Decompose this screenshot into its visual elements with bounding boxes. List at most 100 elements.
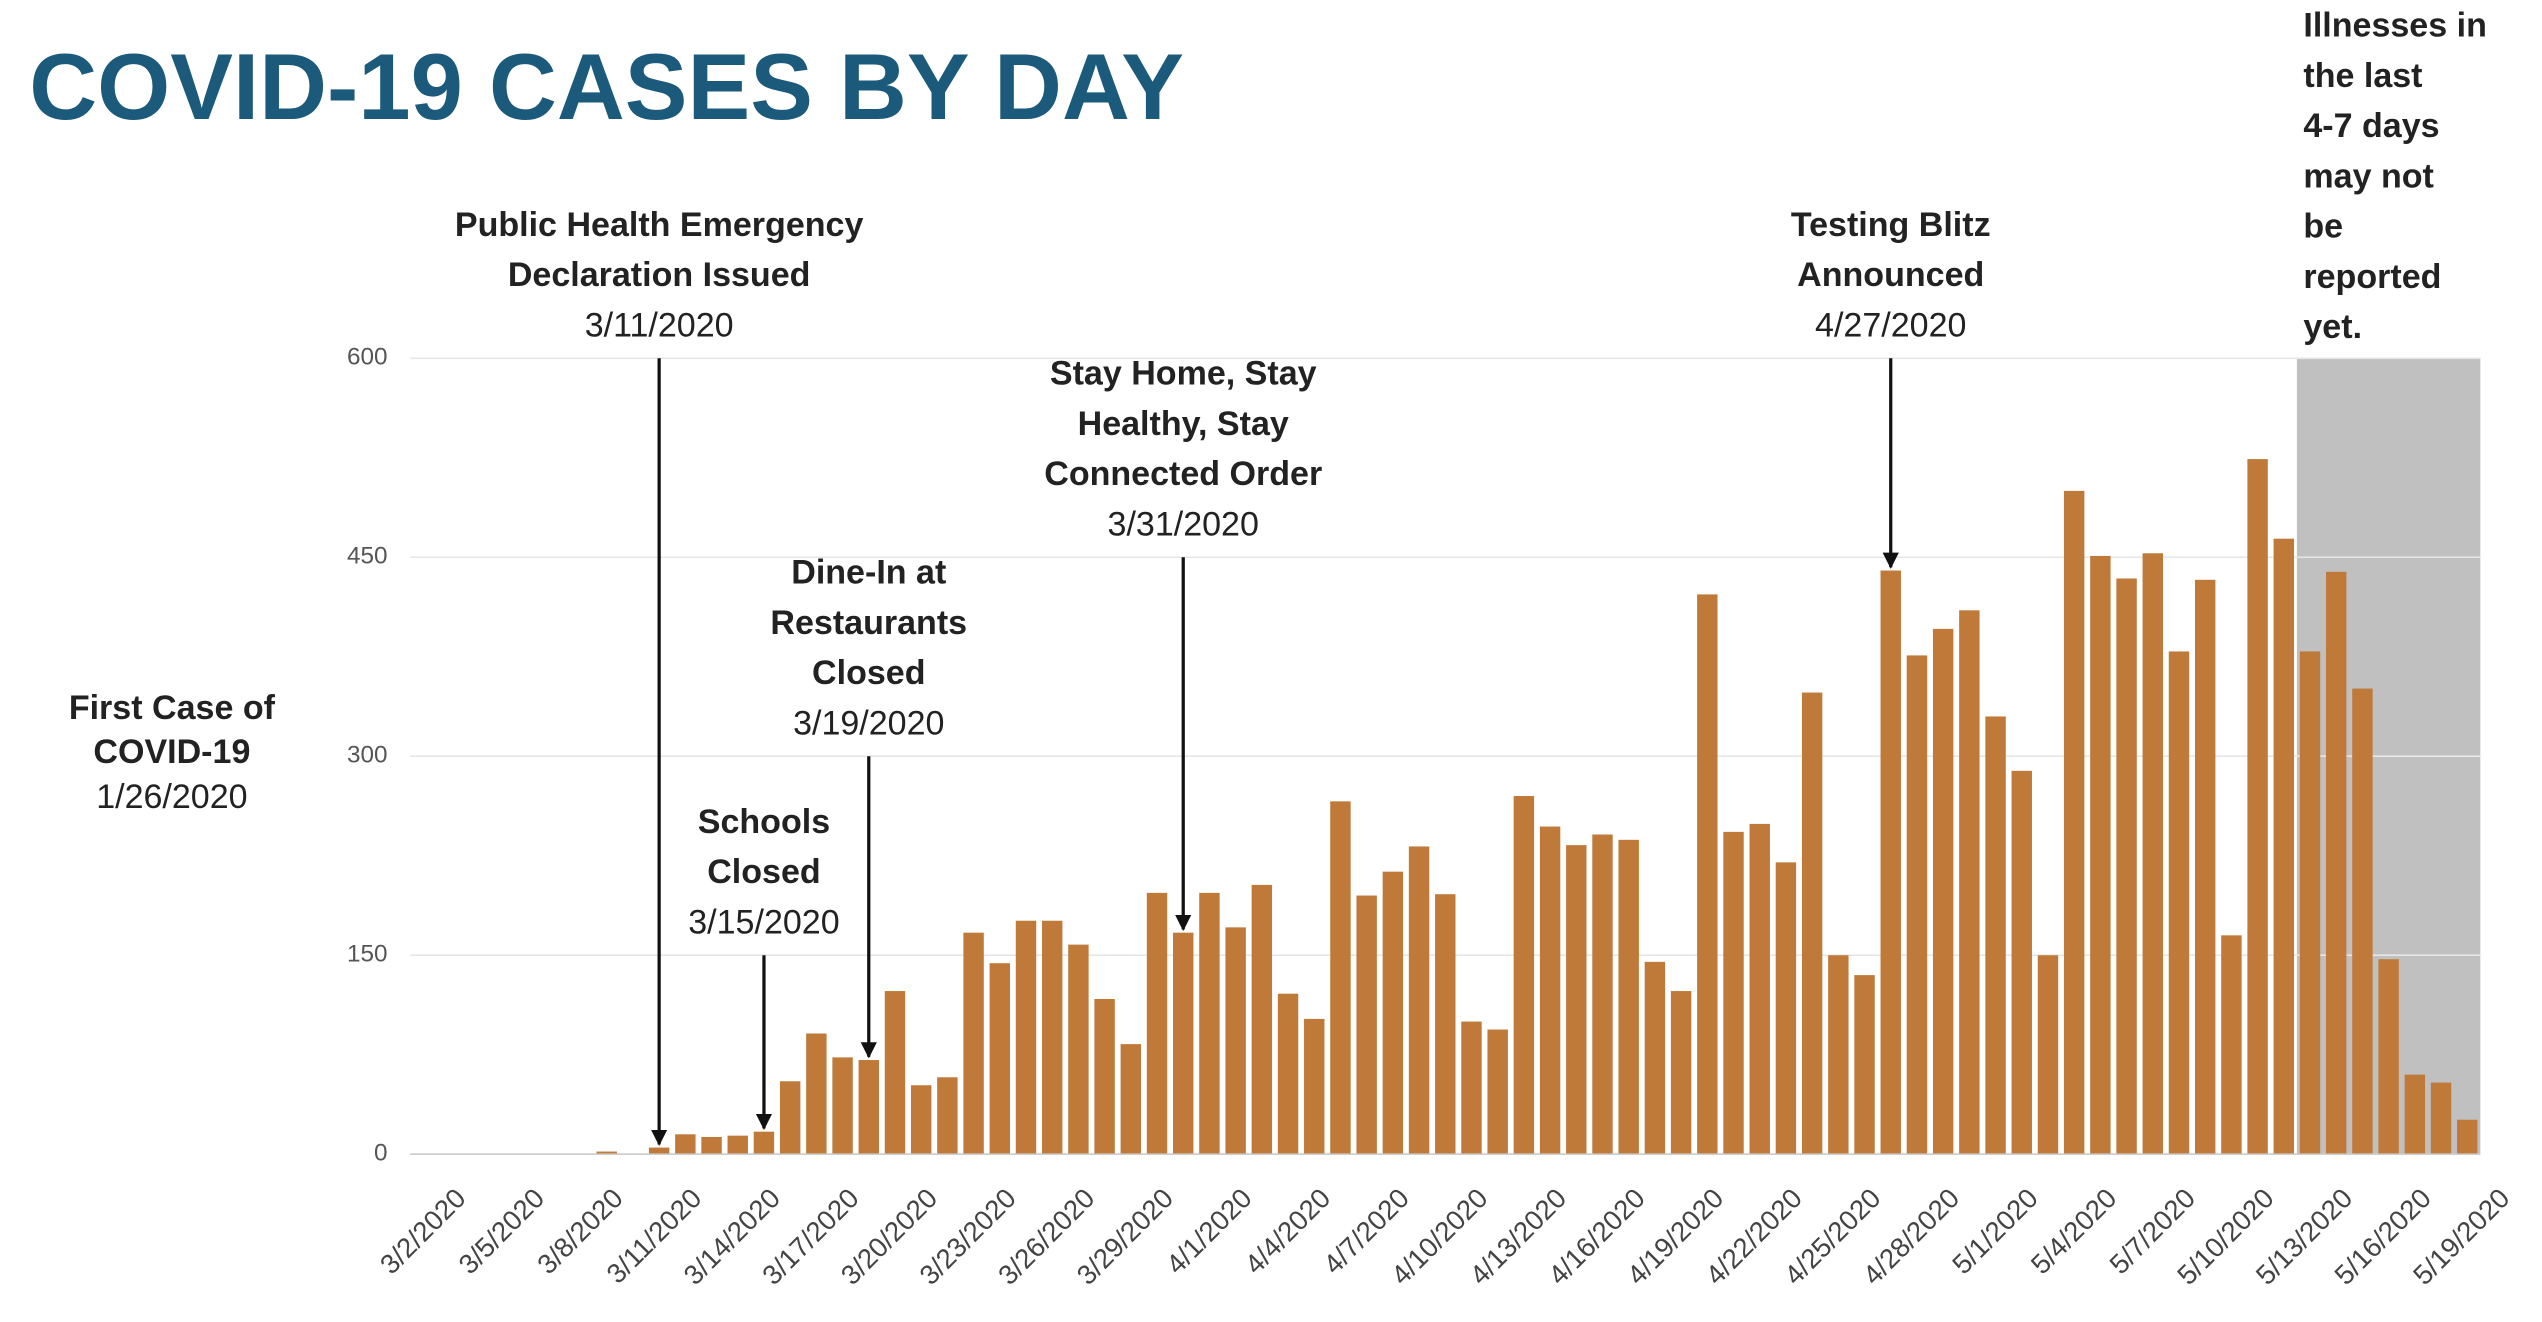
shaded-note: 4-7 days (2303, 107, 2439, 145)
bar (1068, 944, 1089, 1155)
shaded-note: be (2303, 208, 2343, 246)
bar (2430, 1082, 2452, 1155)
bar (1880, 570, 1901, 1155)
bar (884, 991, 906, 1155)
y-tick-label: 0 (374, 1140, 388, 1167)
bar (2194, 579, 2216, 1155)
bar (1723, 831, 1744, 1155)
y-tick-label: 150 (347, 941, 388, 968)
x-tick-label: 5/4/2020 (2025, 1182, 2123, 1280)
bar (1120, 1044, 1142, 1155)
bar (1435, 894, 1456, 1155)
bar (1566, 845, 1587, 1155)
bar (963, 932, 984, 1155)
bar (1539, 826, 1561, 1155)
bar (1251, 884, 1273, 1155)
bar (1408, 846, 1430, 1155)
annotation-text: Restaurants (770, 604, 967, 642)
bar (989, 963, 1011, 1155)
x-tick-label: 3/5/2020 (452, 1182, 550, 1280)
y-tick-label: 600 (347, 344, 388, 371)
bar (675, 1134, 696, 1155)
bar (1199, 892, 1220, 1155)
bar (858, 1060, 879, 1155)
annotation-text: Declaration Issued (508, 256, 811, 294)
shaded-note: may not (2303, 157, 2433, 195)
shaded-note: Illnesses in (2303, 7, 2486, 45)
bar (1461, 1021, 1482, 1155)
bar (2168, 651, 2190, 1155)
bar (1697, 594, 1718, 1155)
x-tick-label: 4/4/2020 (1239, 1182, 1337, 1280)
bar (2404, 1074, 2426, 1155)
bar (2090, 555, 2111, 1155)
annotation-text: Public Health Emergency (455, 206, 864, 244)
annotation-text: Healthy, Stay (1078, 405, 1289, 443)
bar (910, 1085, 932, 1155)
x-tick-label: 5/1/2020 (1946, 1182, 2044, 1280)
bar (1801, 692, 1823, 1155)
bar (779, 1081, 801, 1155)
bar (1906, 655, 1928, 1155)
first-case-text: First Case of (69, 689, 276, 727)
bar (727, 1135, 748, 1155)
annotation-date: 3/31/2020 (1108, 505, 1259, 543)
bar (1041, 920, 1063, 1155)
bar (701, 1136, 722, 1155)
bar (753, 1131, 775, 1155)
bar (1173, 932, 1194, 1155)
annotation-text: Stay Home, Stay (1050, 355, 1317, 393)
annotation-date: 4/27/2020 (1815, 306, 1966, 344)
bar (1592, 834, 1613, 1155)
shaded-note: the last (2303, 57, 2422, 95)
annotation-text: Schools (698, 803, 830, 841)
bar (1513, 796, 1535, 1155)
bar (2011, 770, 2032, 1155)
x-tick-label: 4/1/2020 (1160, 1182, 1258, 1280)
annotation-text: Announced (1797, 256, 1984, 294)
shaded-note: yet. (2303, 308, 2362, 346)
bar (1670, 991, 1692, 1155)
bar (1828, 955, 1849, 1155)
bar (2247, 459, 2268, 1155)
chart-title: COVID-19 CASES BY DAY (29, 34, 1184, 139)
bar (1277, 993, 1299, 1155)
bar (2352, 688, 2373, 1155)
bar (2221, 935, 2242, 1155)
bar (1985, 716, 2006, 1155)
first-case-text: COVID-19 (93, 733, 250, 771)
bar (1775, 862, 1797, 1155)
bar (2037, 955, 2059, 1155)
annotation-text: Connected Order (1044, 455, 1322, 493)
bar (648, 1147, 670, 1155)
bar (1356, 895, 1377, 1155)
bar (937, 1077, 958, 1155)
bar (1146, 892, 1168, 1155)
bar (1225, 927, 1246, 1155)
bar (1304, 1018, 1325, 1155)
annotation-date: 3/19/2020 (793, 704, 944, 742)
annotation-text: Testing Blitz (1791, 206, 1991, 244)
bar (1959, 610, 1980, 1155)
shaded-note: reported (2303, 258, 2441, 296)
bar (2325, 571, 2347, 1155)
annotation-text: Closed (812, 654, 925, 692)
bar (596, 1151, 617, 1155)
first-case-date: 1/26/2020 (96, 778, 247, 816)
bar (2063, 490, 2085, 1155)
bar (2378, 959, 2399, 1155)
annotation-date: 3/15/2020 (688, 903, 839, 941)
bar (1330, 801, 1351, 1155)
annotation-date: 3/11/2020 (585, 306, 734, 344)
y-tick-label: 450 (347, 543, 388, 570)
x-tick-label: 3/2/2020 (374, 1182, 472, 1280)
annotation-text: Dine-In at (791, 554, 946, 592)
bar (1382, 871, 1404, 1155)
bar (2142, 553, 2163, 1155)
bar (1854, 975, 1875, 1155)
annotation-text: Closed (707, 853, 820, 891)
bar (1644, 961, 1666, 1155)
bar (1094, 999, 1115, 1155)
